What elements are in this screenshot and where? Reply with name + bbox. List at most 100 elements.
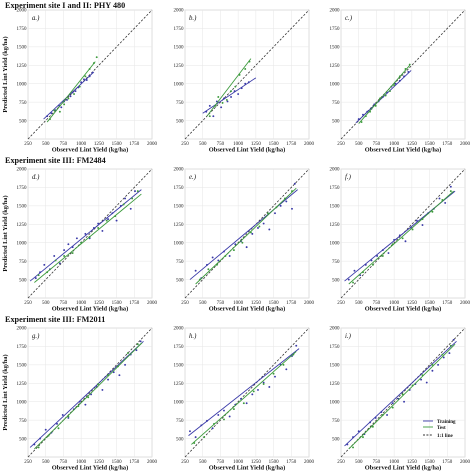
test-point <box>449 190 452 193</box>
one-to-one-line <box>184 9 310 140</box>
y-tick-label: 1000 <box>330 400 341 405</box>
panel-label: i.) <box>345 333 352 340</box>
test-point <box>84 75 87 78</box>
x-tick-label: 2000 <box>460 301 471 306</box>
training-point <box>420 378 423 381</box>
x-tick-label: 1750 <box>442 301 453 306</box>
test-fit-line <box>34 342 143 450</box>
training-point <box>43 263 46 266</box>
x-tick-label: 500 <box>199 460 207 465</box>
test-point <box>408 63 411 66</box>
training-point <box>97 222 100 225</box>
panel-3: 250 500 500 750 750 1000 1000 1250 1250 1500 1500 1… <box>330 9 471 154</box>
x-tick-label: 750 <box>217 460 225 465</box>
panel-label: b.) <box>189 15 197 22</box>
test-fit-line <box>195 187 297 285</box>
x-axis-label: Observed Lint Yield (kg/ha) <box>52 306 128 313</box>
x-axis-label: Observed Lint Yield (kg/ha) <box>209 465 285 472</box>
test-point <box>266 212 269 215</box>
panel-label: g.) <box>32 333 40 340</box>
x-axis-label: Observed Lint Yield (kg/ha) <box>365 306 441 313</box>
y-tick-label: 1750 <box>17 186 28 191</box>
x-tick-label: 1750 <box>442 142 453 147</box>
y-tick-label: 1500 <box>17 46 28 51</box>
y-tick-label: 1250 <box>330 382 341 387</box>
y-tick-label: 1250 <box>330 223 341 228</box>
y-tick-label: 1750 <box>17 345 28 350</box>
y-axis-label: Predicted Lint Yield (kg/ha) <box>2 36 9 112</box>
panel-6: 250 500 500 750 750 1000 1000 1250 1250 1500 1500 1… <box>330 168 471 313</box>
test-fit-line <box>348 190 454 285</box>
test-point <box>393 84 396 87</box>
y-tick-label: 1000 <box>174 400 185 405</box>
y-tick-label: 1750 <box>330 345 341 350</box>
y-tick-label: 500 <box>332 119 340 124</box>
training-point <box>208 104 211 107</box>
training-point <box>118 374 121 377</box>
y-axis-label: Predicted Lint Yield (kg/ha) <box>2 354 9 430</box>
training-point <box>257 388 259 391</box>
test-point <box>241 241 244 244</box>
x-tick-label: 750 <box>373 142 381 147</box>
x-tick-label: 500 <box>199 301 207 306</box>
training-point <box>134 190 136 193</box>
y-tick-label: 1500 <box>17 364 28 369</box>
x-axis-label: Observed Lint Yield (kg/ha) <box>52 147 128 154</box>
test-point <box>391 406 394 409</box>
y-tick-label: 1500 <box>330 46 341 51</box>
x-tick-label: 750 <box>60 142 68 147</box>
test-point <box>388 90 391 93</box>
y-tick-label: 1000 <box>17 400 28 405</box>
y-tick-label: 750 <box>332 419 340 424</box>
y-tick-label: 1500 <box>174 364 185 369</box>
x-tick-label: 750 <box>373 301 381 306</box>
x-axis-label: Observed Lint Yield (kg/ha) <box>209 147 285 154</box>
panel-2: 250 500 500 750 750 1000 1000 1250 1250 1500 1500 1… <box>174 9 315 154</box>
y-tick-label: 1000 <box>330 241 341 246</box>
x-tick-label: 500 <box>355 301 363 306</box>
test-point <box>58 110 61 113</box>
training-fit-line <box>355 70 412 124</box>
y-tick-label: 750 <box>19 260 27 265</box>
y-tick-label: 1500 <box>330 205 341 210</box>
test-fit-line <box>34 193 142 283</box>
x-tick-label: 500 <box>42 301 50 306</box>
training-point <box>60 106 63 109</box>
x-tick-label: 1250 <box>251 460 262 465</box>
legend-one-to-one-label: 1:1 line <box>437 434 453 439</box>
y-tick-label: 500 <box>19 437 27 442</box>
x-axis-label: Observed Lint Yield (kg/ha) <box>52 465 128 472</box>
test-point <box>67 97 70 100</box>
training-point <box>228 415 231 418</box>
y-tick-label: 1250 <box>174 382 185 387</box>
training-point <box>223 409 225 412</box>
row-title-3: Experiment site III: FM2011 <box>5 315 105 324</box>
y-tick-label: 1250 <box>174 223 185 228</box>
training-point <box>226 100 229 103</box>
y-tick-label: 1250 <box>17 382 28 387</box>
y-tick-label: 500 <box>176 119 184 124</box>
y-tick-label: 750 <box>332 260 340 265</box>
y-tick-label: 1750 <box>330 27 341 32</box>
x-tick-label: 1000 <box>76 142 87 147</box>
training-point <box>448 352 451 355</box>
training-point <box>444 201 447 204</box>
x-tick-label: 1000 <box>389 301 400 306</box>
test-point <box>53 109 56 112</box>
training-point <box>83 78 85 81</box>
test-point <box>242 402 245 405</box>
y-tick-label: 750 <box>176 260 184 265</box>
panel-label: e.) <box>189 174 197 181</box>
test-point <box>136 343 139 346</box>
test-point <box>63 255 66 257</box>
test-point <box>371 425 374 428</box>
panel-label: c.) <box>345 15 353 22</box>
y-tick-label: 1250 <box>17 64 28 69</box>
training-point <box>234 243 237 246</box>
test-point <box>131 197 134 200</box>
x-tick-label: 250 <box>24 460 32 465</box>
training-point <box>80 81 83 84</box>
training-point <box>88 237 91 240</box>
y-tick-label: 1000 <box>17 82 28 87</box>
test-point <box>71 252 74 254</box>
